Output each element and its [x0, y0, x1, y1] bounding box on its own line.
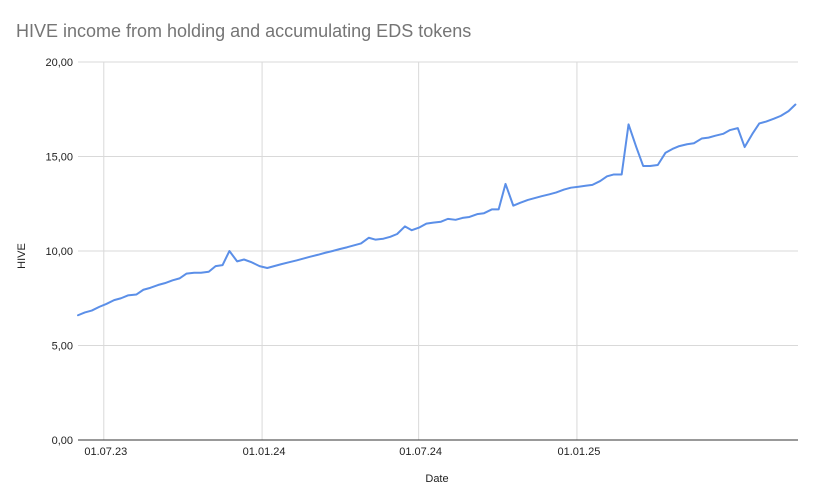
y-tick-label: 5,00 — [52, 341, 73, 353]
grid — [78, 61, 798, 440]
x-tick-label: 01.01.24 — [243, 446, 286, 458]
x-tick-label: 01.01.25 — [558, 446, 601, 458]
tick-labels: 0,00 5,00 10,00 15,00 20,00 01.07.23 01.01.24 0… — [45, 57, 600, 458]
chart-title: HIVE income from holding and accumulatin… — [16, 21, 471, 41]
x-tick-label: 01.07.24 — [399, 446, 442, 458]
x-tick-label: 01.07.23 — [84, 446, 127, 458]
y-tick-label: 10,00 — [45, 246, 73, 258]
series-layer — [77, 103, 797, 317]
y-tick-label: 20,00 — [45, 57, 73, 69]
series-line — [77, 103, 797, 317]
y-tick-label: 0,00 — [52, 435, 73, 447]
y-tick-label: 15,00 — [45, 152, 73, 164]
x-axis-label: Date — [425, 473, 448, 485]
y-axis-label: HIVE — [16, 243, 28, 269]
